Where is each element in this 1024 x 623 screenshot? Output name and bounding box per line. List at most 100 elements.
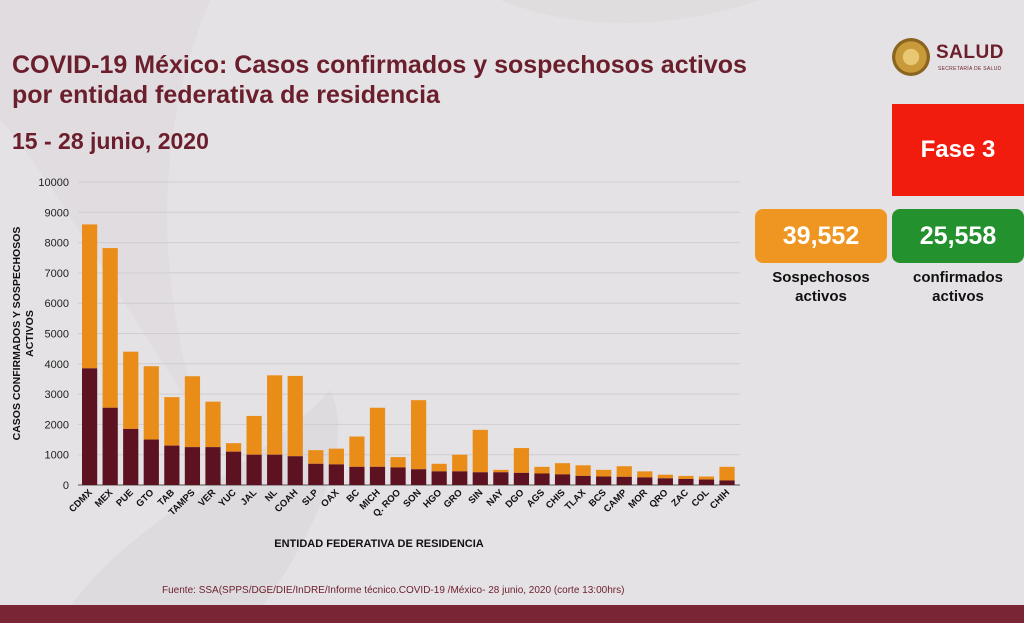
- confirmed-active-value: 25,558: [892, 209, 1024, 263]
- bar-confirmed: [308, 463, 324, 485]
- bar-suspected: [493, 469, 509, 473]
- bar-confirmed: [637, 477, 653, 485]
- bar-suspected: [369, 407, 386, 467]
- bar-suspected: [657, 474, 673, 479]
- y-tick-label: 6000: [45, 298, 69, 310]
- bar-confirmed: [287, 456, 303, 485]
- bar-confirmed: [369, 466, 386, 485]
- bar-suspected: [267, 375, 283, 455]
- x-tick-label: ZAC: [669, 487, 691, 509]
- bar-confirmed: [390, 467, 406, 485]
- x-tick-label: CAMP: [602, 487, 630, 515]
- page-title: COVID-19 México: Casos confirmados y sos…: [12, 51, 747, 109]
- y-tick-label: 7000: [45, 268, 69, 280]
- logo-subtitle: SECRETARÍA DE SALUD: [938, 66, 1002, 72]
- bar-suspected: [472, 429, 488, 473]
- x-axis-title: ENTIDAD FEDERATIVA DE RESIDENCIA: [274, 538, 483, 550]
- x-tick-label: SIN: [466, 487, 485, 506]
- phase-badge: Fase 3: [892, 104, 1024, 196]
- bar-suspected: [184, 376, 201, 448]
- suspected-active-value: 39,552: [755, 209, 887, 263]
- bar-suspected: [411, 400, 427, 470]
- x-tick-label: NAY: [485, 487, 507, 509]
- bar-confirmed: [267, 454, 283, 485]
- x-tick-label: CHIH: [708, 487, 732, 511]
- bar-confirmed: [698, 479, 715, 485]
- x-tick-label: OAX: [319, 487, 342, 510]
- bar-suspected: [678, 475, 694, 479]
- bar-confirmed: [82, 368, 98, 485]
- bar-suspected: [143, 366, 159, 440]
- bar-suspected: [390, 457, 406, 468]
- x-tick-label: QRO: [647, 487, 670, 510]
- bar-confirmed: [493, 472, 509, 485]
- x-tick-label: SLP: [300, 487, 321, 508]
- y-tick-label: 0: [63, 480, 69, 492]
- bar-confirmed: [328, 464, 344, 485]
- bar-confirmed: [472, 472, 488, 485]
- x-tick-label: COL: [690, 487, 712, 509]
- salud-logo: SALUD SECRETARÍA DE SALUD: [890, 38, 1024, 84]
- bar-confirmed: [452, 471, 468, 485]
- bottom-bar: [0, 605, 1024, 623]
- x-tick-label: MOR: [626, 487, 650, 511]
- bar-suspected: [637, 471, 653, 478]
- y-tick-label: 1000: [45, 450, 69, 462]
- x-tick-label: AGS: [525, 487, 547, 509]
- bar-confirmed: [102, 407, 118, 485]
- seal-icon: [892, 38, 930, 76]
- x-tick-label: GTO: [134, 487, 156, 509]
- x-tick-label: VER: [197, 487, 219, 509]
- x-tick-label: MEX: [93, 487, 116, 510]
- confirmed-active-label: confirmados activos: [912, 269, 1003, 305]
- x-tick-label: JAL: [239, 487, 260, 508]
- bar-suspected: [349, 436, 365, 467]
- bar-suspected: [698, 476, 715, 480]
- bar-confirmed: [246, 454, 262, 485]
- bar-confirmed: [123, 428, 139, 485]
- x-tick-label: YUC: [217, 487, 239, 509]
- x-tick-label: TLAX: [563, 487, 589, 513]
- logo-word: SALUD: [936, 42, 1004, 63]
- bar-suspected: [164, 397, 180, 446]
- bar-confirmed: [349, 466, 365, 485]
- bar-suspected: [534, 466, 550, 474]
- y-tick-label: 5000: [45, 329, 69, 341]
- bar-confirmed: [164, 445, 180, 485]
- bar-suspected: [328, 448, 344, 465]
- bar-confirmed: [205, 447, 221, 485]
- x-tick-label: GRO: [442, 487, 465, 510]
- y-tick-label: 3000: [45, 389, 69, 401]
- bar-suspected: [102, 248, 118, 408]
- suspected-active-label: Sospechosos activos: [772, 269, 870, 305]
- x-tick-label: HGO: [421, 487, 444, 510]
- bar-suspected: [246, 415, 262, 455]
- bar-suspected: [287, 375, 303, 457]
- x-tick-label: SON: [401, 487, 423, 509]
- bar-confirmed: [657, 478, 673, 485]
- bar-suspected: [431, 463, 447, 472]
- bar-confirmed: [596, 476, 612, 485]
- bar-confirmed: [678, 478, 694, 485]
- bar-confirmed: [554, 474, 571, 485]
- bar-confirmed: [575, 475, 591, 485]
- bar-confirmed: [719, 480, 735, 485]
- x-tick-label: CDMX: [67, 487, 95, 515]
- x-tick-label: PUE: [114, 487, 136, 509]
- bar-suspected: [225, 443, 242, 452]
- date-range: 15 - 28 junio, 2020: [12, 128, 209, 154]
- bar-suspected: [554, 463, 571, 475]
- bar-suspected: [596, 469, 612, 477]
- bar-suspected: [616, 466, 632, 477]
- y-tick-label: 2000: [45, 419, 69, 431]
- bar-suspected: [452, 454, 468, 472]
- bar-confirmed: [431, 471, 447, 485]
- bar-suspected: [82, 224, 98, 369]
- bar-suspected: [575, 465, 591, 476]
- bar-suspected: [513, 448, 530, 473]
- bar-confirmed: [513, 472, 530, 485]
- y-tick-label: 9000: [45, 207, 69, 219]
- bar-confirmed: [411, 469, 427, 485]
- stacked-bar-chart: 0 1000 2000 3000 4000 5000 6000 7000 8000 9000 100…: [11, 177, 740, 550]
- bar-suspected: [123, 351, 139, 429]
